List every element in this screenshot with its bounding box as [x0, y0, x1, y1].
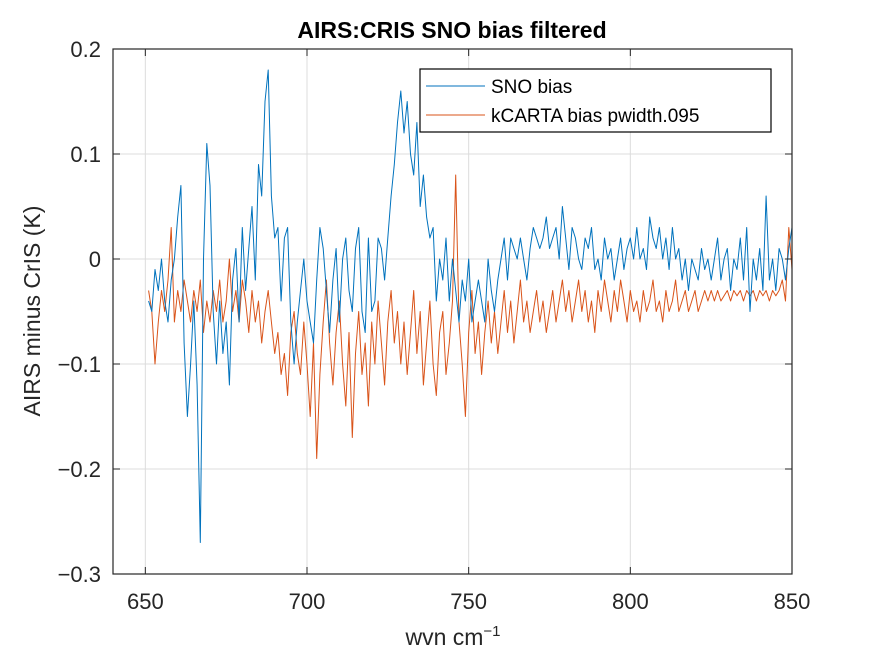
y-tick-label: 0.1 — [70, 142, 101, 167]
chart-title: AIRS:CRIS SNO bias filtered — [297, 17, 606, 43]
x-tick-label: 800 — [612, 589, 649, 614]
series-layer — [148, 69, 793, 543]
legend-box — [419, 68, 772, 133]
x-axis-label-base: wvn cm — [404, 624, 483, 650]
x-axis-label-superscript: −1 — [483, 623, 500, 640]
y-axis-label: AIRS minus CrIS (K) — [19, 206, 45, 417]
plot-frame — [112, 48, 793, 575]
y-tick-label: 0.2 — [70, 37, 101, 62]
y-tick-label: 0 — [89, 247, 101, 272]
axis-ticks — [113, 48, 793, 575]
x-tick-label: 850 — [774, 589, 811, 614]
legend: SNO bias kCARTA bias pwidth.095 — [419, 68, 772, 133]
y-tick-label: −0.1 — [58, 352, 101, 377]
x-tick-label: 650 — [127, 589, 164, 614]
series-line-kcarta — [148, 174, 793, 459]
x-tick-label: 700 — [289, 589, 326, 614]
tick-labels: 650 700 750 800 850 0.2 0.1 0 −0.1 −0.2 −0.3 — [58, 37, 811, 614]
x-tick-label: 750 — [450, 589, 487, 614]
y-tick-label: −0.2 — [58, 457, 101, 482]
legend-label-kcarta-bias: kCARTA bias pwidth.095 — [491, 106, 699, 127]
y-tick-label: −0.3 — [58, 562, 101, 587]
legend-label-sno-bias: SNO bias — [491, 77, 572, 98]
series-line-sno — [148, 69, 793, 543]
x-axis-label: wvn cm−1 — [404, 623, 500, 650]
